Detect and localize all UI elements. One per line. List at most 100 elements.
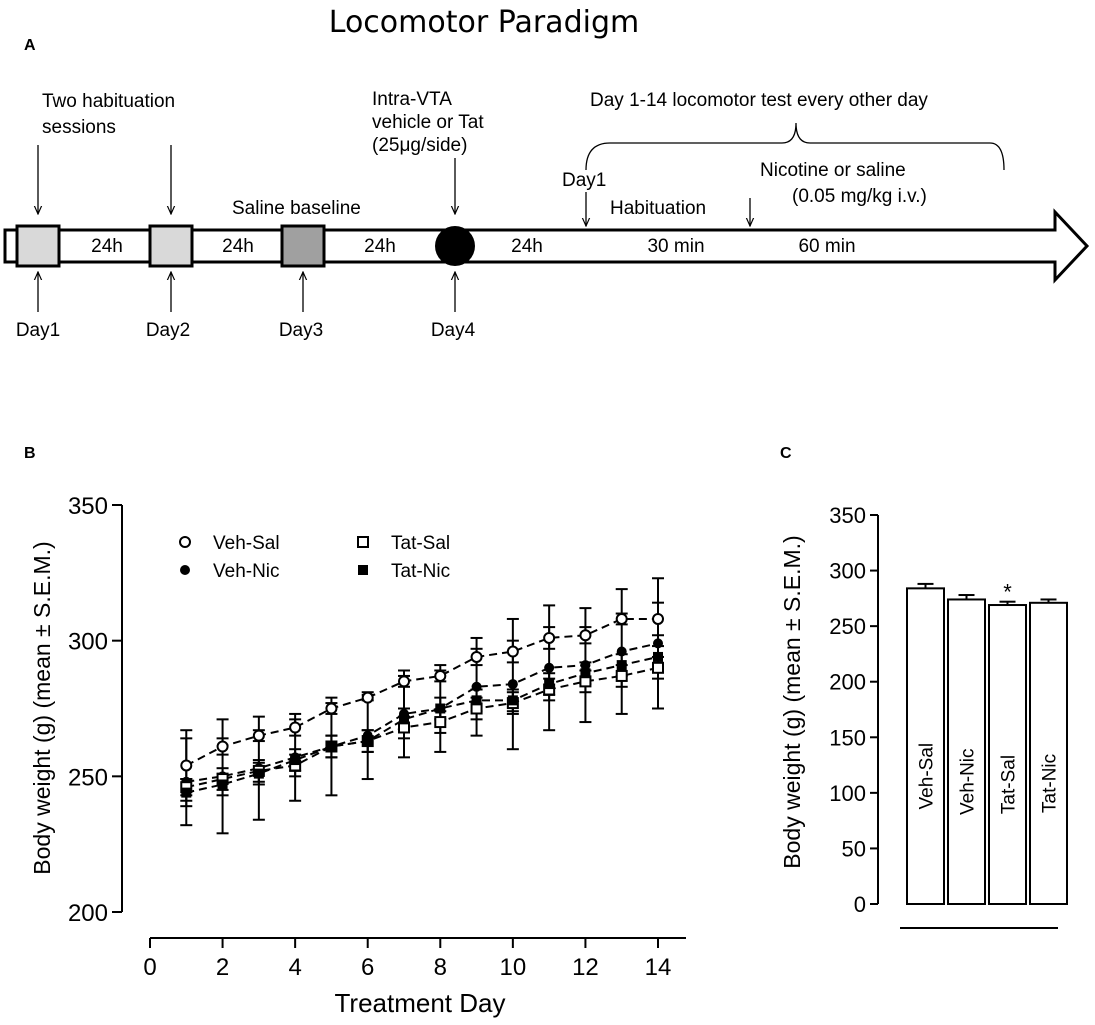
day-label: Day1	[16, 320, 60, 341]
habituation-sessions-label-line2: sessions	[42, 117, 116, 138]
data-point	[435, 703, 446, 714]
y-tick-label: 300	[829, 559, 866, 584]
x-tick-label: 10	[500, 954, 527, 981]
line-chart: 200 250 300 350 0 2 4 6 8 10 12 14 Veh-Sal Veh-Nic Tat…	[68, 493, 686, 981]
y-tick-label: 350	[829, 503, 866, 528]
x-axis-label: Treatment Day	[335, 988, 506, 1018]
data-point	[180, 759, 193, 772]
day4-injection-circle	[435, 226, 475, 266]
y-tick-label: 250	[68, 764, 108, 791]
x-tick-label: 2	[216, 954, 229, 981]
intra-vta-label: Intra-VTA	[372, 89, 452, 110]
interval-label: 24h	[91, 236, 123, 257]
locomotor-test-label: Day 1-14 locomotor test every other day	[590, 90, 928, 111]
x-tick-label: 8	[434, 954, 447, 981]
data-point	[326, 741, 337, 752]
data-point	[217, 779, 228, 790]
data-point	[434, 669, 447, 682]
data-point	[580, 668, 591, 679]
y-tick-label: 200	[68, 900, 108, 927]
day1-habituation-box	[15, 224, 61, 268]
bar-label: Tat-Sal	[999, 755, 1020, 814]
y-axis-label: Body weight (g) (mean ± S.E.M.)	[779, 535, 805, 868]
habituation-sessions-label: Two habituation	[42, 91, 175, 112]
test-period-brace	[585, 122, 1005, 171]
bar	[906, 587, 945, 906]
panel-a-label: A	[24, 37, 36, 54]
bar-chart: 0 50 100 150 200 250 300 350 Veh-Sal Veh-Nic Tat-S…	[829, 503, 1068, 929]
day-label: Day3	[279, 320, 323, 341]
y-tick-label: 0	[854, 892, 866, 917]
data-point	[434, 716, 447, 729]
legend-label: Tat-Nic	[391, 561, 450, 582]
x-tick-label: 12	[572, 954, 599, 981]
data-point	[180, 565, 190, 575]
y-tick-label: 250	[829, 614, 866, 639]
series-line	[185, 617, 658, 767]
data-point	[579, 629, 592, 642]
y-tick-label: 300	[68, 629, 108, 656]
data-point	[252, 729, 265, 742]
data-point	[357, 536, 369, 548]
data-point	[398, 675, 410, 688]
data-point	[506, 645, 519, 658]
data-point	[325, 702, 338, 715]
data-point	[580, 660, 591, 671]
bar-label: Tat-Nic	[1040, 754, 1061, 813]
series-line	[186, 642, 659, 783]
test-day1-label: Day1	[562, 170, 606, 191]
intra-vta-label-line2: vehicle or Tat	[372, 112, 484, 133]
series-line	[186, 655, 659, 794]
phase-30-label: 30 min	[647, 236, 704, 257]
day3-baseline-box	[280, 224, 326, 268]
data-point	[652, 612, 664, 625]
legend-label: Veh-Sal	[213, 533, 280, 554]
habituation-phase-label: Habituation	[610, 198, 706, 219]
x-tick-label: 4	[288, 954, 301, 981]
data-point	[615, 612, 628, 625]
data-point	[399, 714, 409, 725]
data-point	[289, 721, 302, 734]
panel-b-label: B	[24, 445, 36, 462]
data-point	[544, 679, 555, 690]
saline-baseline-label: Saline baseline	[232, 198, 361, 219]
x-tick-label: 6	[361, 954, 374, 981]
panel-c-label: C	[780, 445, 792, 462]
data-point	[616, 646, 627, 657]
figure-title: Locomotor Paradigm	[329, 5, 639, 40]
data-point	[358, 565, 368, 575]
data-point	[615, 669, 628, 682]
data-point	[653, 651, 663, 662]
data-point	[507, 695, 518, 706]
drug-dose-label: (0.05 mg/kg i.v.)	[792, 186, 927, 207]
data-point	[471, 681, 482, 692]
y-tick-label: 150	[829, 725, 866, 750]
interval-label: 24h	[364, 236, 396, 257]
legend-label: Veh-Nic	[213, 561, 280, 582]
data-point	[470, 650, 483, 663]
y-tick-label: 350	[68, 493, 108, 520]
day-label: Day4	[431, 320, 476, 341]
series-line	[186, 666, 659, 789]
bar-label: Veh-Sal	[917, 743, 938, 810]
data-point	[544, 662, 555, 673]
interval-label: 24h	[222, 236, 254, 257]
bar	[988, 604, 1027, 905]
data-point	[507, 679, 518, 690]
data-point	[290, 755, 301, 766]
drug-label: Nicotine or saline	[760, 160, 906, 181]
data-point	[616, 660, 627, 671]
data-point	[179, 536, 191, 548]
data-point	[216, 740, 229, 753]
y-tick-label: 100	[829, 781, 866, 806]
y-tick-label: 50	[842, 836, 866, 861]
data-point	[652, 661, 664, 674]
phase-60-label: 60 min	[798, 236, 855, 257]
data-point	[253, 768, 264, 779]
bar	[1029, 601, 1068, 905]
day-label: Day2	[146, 320, 190, 341]
data-point	[471, 695, 482, 706]
data-point	[361, 691, 374, 704]
data-point	[362, 736, 373, 747]
